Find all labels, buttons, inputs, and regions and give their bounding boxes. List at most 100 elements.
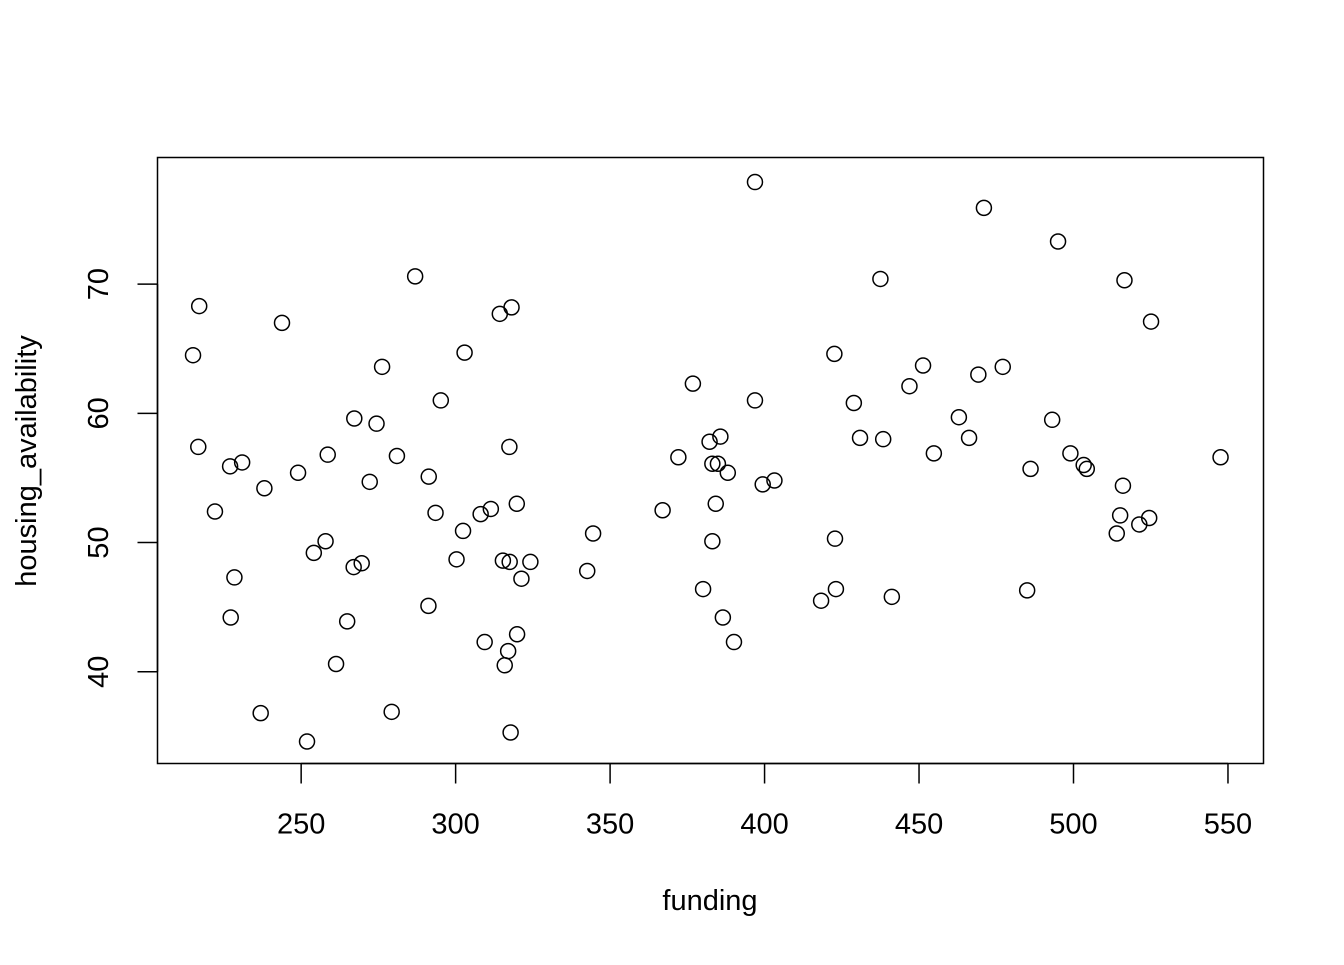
- data-point: [712, 428, 729, 445]
- data-point: [883, 588, 901, 606]
- data-point: [298, 733, 316, 750]
- data-point: [994, 358, 1012, 376]
- y-tick-label: 60: [83, 397, 115, 429]
- data-point: [345, 558, 362, 576]
- data-point: [454, 522, 472, 540]
- data-point: [476, 633, 493, 651]
- data-point: [420, 597, 437, 615]
- data-point: [319, 446, 336, 463]
- data-point: [1049, 233, 1067, 250]
- x-axis: 250 300 350 400 450 500 550: [277, 762, 1252, 841]
- data-point: [289, 464, 307, 482]
- data-point: [226, 569, 243, 586]
- data-point: [950, 408, 968, 426]
- data-point: [1140, 509, 1158, 527]
- data-point: [383, 703, 400, 721]
- y-tick-label: 70: [83, 268, 115, 300]
- data-point: [654, 501, 671, 519]
- data-point: [494, 552, 512, 569]
- data-point: [233, 454, 251, 471]
- data-point: [925, 445, 943, 462]
- data-point: [1108, 525, 1126, 542]
- data-point: [346, 410, 363, 427]
- data-point: [901, 377, 918, 395]
- x-tick-label: 450: [895, 809, 943, 841]
- data-point: [427, 504, 444, 522]
- data-point: [975, 199, 993, 217]
- data-point: [388, 447, 406, 465]
- data-point: [190, 438, 207, 456]
- data-point: [502, 724, 519, 741]
- data-point: [508, 626, 526, 643]
- data-point: [1075, 456, 1092, 474]
- data-point: [684, 375, 702, 392]
- data-point: [252, 704, 269, 722]
- x-tick-label: 350: [586, 809, 634, 841]
- y-axis-label: housing_availability: [11, 335, 43, 587]
- data-point: [1114, 477, 1132, 494]
- data-point: [746, 392, 764, 409]
- data-point: [508, 495, 526, 513]
- data-point: [482, 500, 500, 518]
- data-point: [578, 562, 596, 580]
- data-point: [872, 270, 889, 288]
- data-point: [719, 464, 737, 482]
- data-point: [432, 392, 450, 409]
- data-point: [701, 433, 718, 451]
- x-axis-label: funding: [662, 885, 757, 917]
- data-point: [826, 530, 844, 547]
- data-point: [1062, 445, 1079, 462]
- data-points: [184, 173, 1229, 750]
- data-point: [670, 449, 687, 466]
- y-tick-label: 40: [83, 656, 115, 688]
- data-point: [221, 458, 239, 475]
- x-tick-label: 300: [431, 809, 479, 841]
- data-point: [970, 366, 987, 383]
- data-point: [448, 551, 465, 568]
- data-point: [456, 344, 473, 361]
- data-point: [714, 609, 732, 626]
- data-point: [766, 472, 783, 489]
- data-point: [874, 430, 892, 448]
- data-point: [368, 415, 385, 432]
- x-tick-label: 400: [740, 809, 788, 841]
- data-point: [513, 570, 530, 587]
- data-point: [851, 429, 869, 447]
- data-point: [704, 455, 721, 472]
- data-point: [206, 503, 224, 520]
- data-point: [704, 533, 721, 550]
- data-point: [184, 346, 202, 364]
- data-point: [960, 429, 978, 447]
- data-point: [190, 297, 208, 315]
- data-point: [496, 657, 513, 674]
- data-point: [709, 455, 727, 472]
- data-point: [472, 505, 489, 523]
- data-point: [812, 592, 830, 609]
- data-point: [707, 495, 725, 513]
- data-point: [1043, 411, 1061, 429]
- data-point: [1212, 449, 1229, 466]
- data-point: [317, 533, 334, 550]
- data-point: [584, 525, 602, 542]
- data-point: [501, 438, 518, 456]
- data-point: [406, 268, 424, 285]
- data-point: [373, 358, 391, 376]
- data-point: [845, 394, 863, 412]
- x-tick-label: 250: [277, 809, 325, 841]
- data-point: [361, 473, 378, 491]
- data-point: [694, 580, 712, 598]
- data-point: [222, 609, 239, 626]
- data-point: [499, 642, 517, 660]
- data-point: [420, 468, 437, 485]
- data-point: [1018, 582, 1036, 599]
- data-point: [827, 580, 845, 598]
- data-point: [353, 554, 370, 572]
- data-point: [725, 633, 743, 651]
- data-point: [914, 357, 932, 374]
- data-point: [327, 655, 345, 673]
- data-point: [491, 305, 509, 323]
- data-point: [754, 476, 771, 493]
- data-point: [256, 480, 273, 497]
- data-point: [746, 173, 764, 191]
